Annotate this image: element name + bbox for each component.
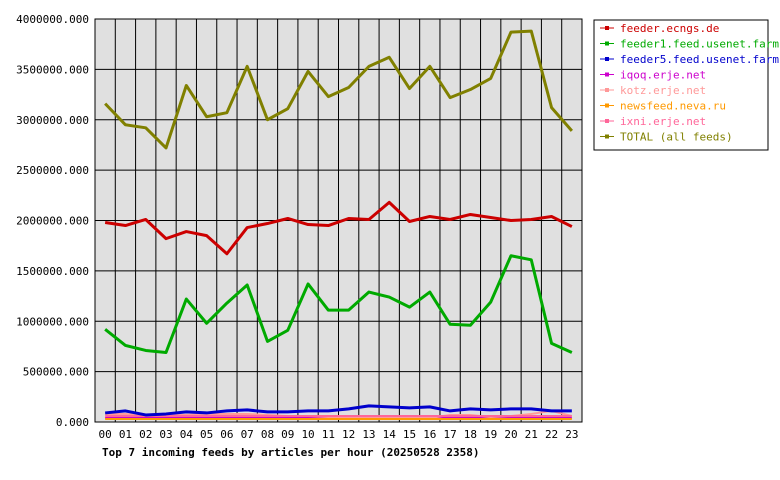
legend-marker xyxy=(605,119,609,123)
legend-marker xyxy=(605,88,609,92)
x-tick-label: 16 xyxy=(423,428,436,441)
x-tick-label: 17 xyxy=(443,428,456,441)
legend-box xyxy=(593,19,769,151)
legend: feeder.ecngs.de feeder1.feed.usenet.farm f… xyxy=(593,19,779,151)
x-axis-ticks: 00 01 02 03 04 05 06 07 08 09 10 11 12 13 14 15 16 17 18 19… xyxy=(99,428,579,441)
legend-marker xyxy=(605,41,609,46)
x-tick-label: 22 xyxy=(545,428,558,441)
legend-marker xyxy=(605,72,609,77)
x-tick-label: 06 xyxy=(220,428,233,441)
chart-title: Top 7 incoming feeds by articles per hou… xyxy=(102,446,480,459)
y-tick-label: 2500000.000 xyxy=(16,164,89,177)
legend-label: iqoq.erje.net xyxy=(620,69,706,82)
series-line-7 xyxy=(104,29,573,150)
x-tick-label: 14 xyxy=(383,428,397,441)
x-tick-label: 15 xyxy=(403,428,416,441)
legend-label: newsfeed.neva.ru xyxy=(620,100,726,113)
x-tick-label: 21 xyxy=(525,428,538,441)
x-tick-label: 05 xyxy=(200,428,213,441)
legend-label: feeder.ecngs.de xyxy=(620,22,719,35)
x-tick-label: 08 xyxy=(261,428,274,441)
x-tick-label: 10 xyxy=(301,428,314,441)
series-layer xyxy=(104,29,573,420)
y-tick-label: 2000000.000 xyxy=(16,215,89,228)
x-tick-label: 00 xyxy=(99,428,112,441)
y-tick-label: 1000000.000 xyxy=(16,315,89,328)
x-tick-label: 09 xyxy=(281,428,294,441)
legend-label: feeder1.feed.usenet.farm xyxy=(620,38,779,51)
legend-marker xyxy=(605,134,609,139)
legend-label: kotz.erje.net xyxy=(620,84,706,97)
y-tick-label: 3500000.000 xyxy=(16,63,89,76)
x-tick-label: 12 xyxy=(342,428,355,441)
x-tick-label: 23 xyxy=(565,428,578,441)
y-tick-label: 1500000.000 xyxy=(16,265,89,278)
x-tick-label: 04 xyxy=(180,428,194,441)
x-tick-label: 13 xyxy=(362,428,375,441)
series-line-0 xyxy=(104,200,573,256)
legend-marker xyxy=(605,26,609,30)
y-tick-label: 3000000.000 xyxy=(16,114,89,127)
y-tick-label: 0.000 xyxy=(56,416,89,429)
x-tick-label: 01 xyxy=(119,428,132,441)
x-tick-label: 07 xyxy=(241,428,254,441)
y-tick-label: 4000000.000 xyxy=(16,13,89,26)
legend-label: ixni.erje.net xyxy=(620,115,706,128)
legend-label: feeder5.feed.usenet.farm xyxy=(620,53,779,66)
series-line-2 xyxy=(104,404,572,417)
legend-marker xyxy=(605,57,609,61)
y-axis-ticks: 0.000 500000.000 1000000.000 1500000.000 200… xyxy=(16,13,89,429)
y-tick-label: 500000.000 xyxy=(23,366,89,379)
x-tick-label: 02 xyxy=(139,428,152,441)
legend-label: TOTAL (all feeds) xyxy=(620,131,733,144)
plot-frame xyxy=(94,18,583,423)
x-tick-label: 20 xyxy=(504,428,517,441)
x-tick-label: 11 xyxy=(322,428,335,441)
x-tick-label: 03 xyxy=(159,428,172,441)
series-line-1 xyxy=(104,254,573,354)
x-tick-label: 19 xyxy=(484,428,497,441)
x-tick-label: 18 xyxy=(464,428,477,441)
legend-marker xyxy=(605,103,609,108)
